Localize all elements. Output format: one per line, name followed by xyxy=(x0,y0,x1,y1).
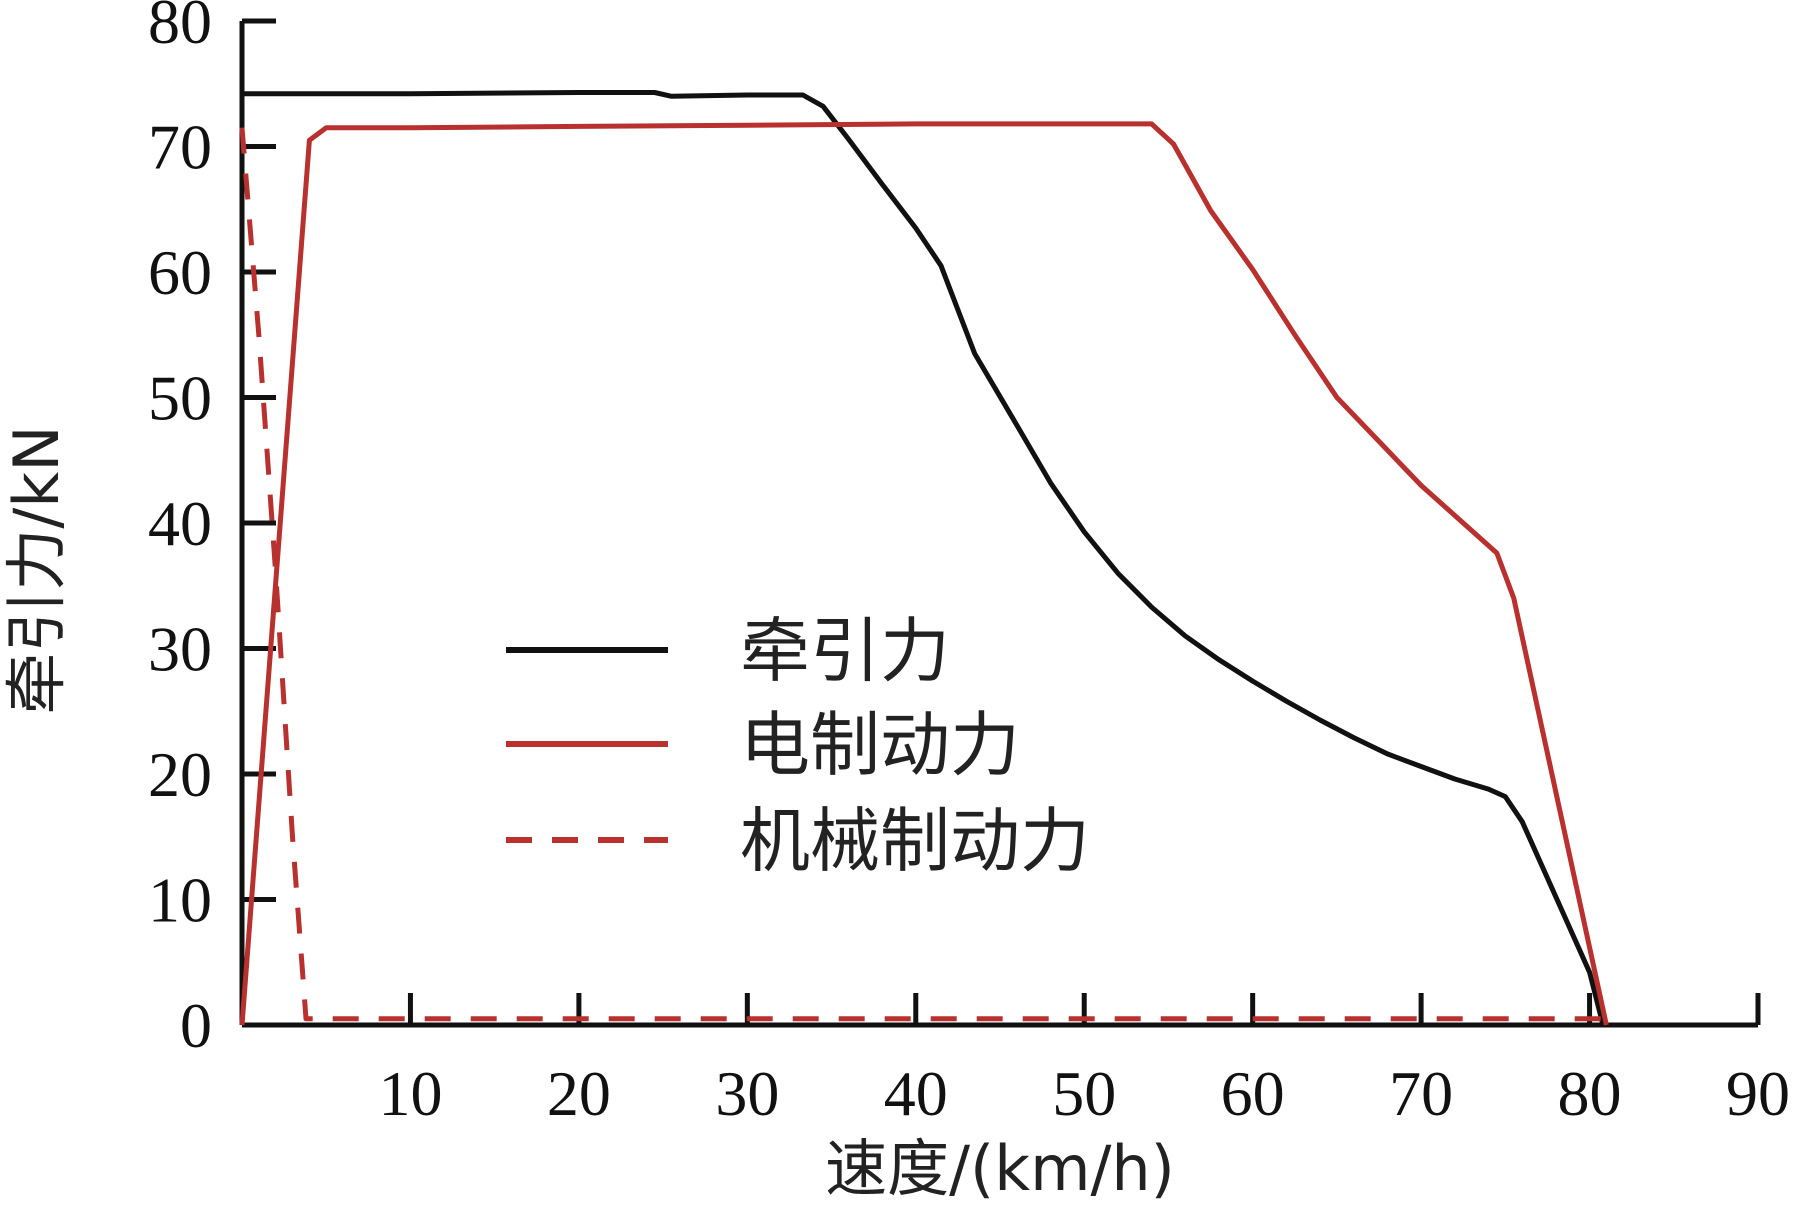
x-tick-label-4: 50 xyxy=(1052,1058,1116,1129)
x-tick-label-6: 70 xyxy=(1389,1058,1453,1129)
x-axis-title: 速度/(km/h) xyxy=(825,1132,1175,1205)
x-tick-label-7: 80 xyxy=(1558,1058,1622,1129)
x-tick-label-3: 40 xyxy=(884,1058,948,1129)
series-line-0 xyxy=(242,90,1606,1026)
series-layer xyxy=(239,90,1609,1026)
y-tick-label-8: 80 xyxy=(148,0,212,57)
y-tick-label-6: 60 xyxy=(148,237,212,308)
legend-label-1: 电制动力 xyxy=(740,704,1020,786)
legend-label-2: 机械制动力 xyxy=(740,800,1090,882)
y-tick-label-2: 20 xyxy=(148,739,212,810)
x-tick-label-5: 60 xyxy=(1221,1058,1285,1129)
series-line-2 xyxy=(239,127,1607,1022)
y-tick-label-4: 40 xyxy=(148,488,212,559)
plot-area: 0 10 20 30 40 50 60 70 80 10 20 30 40 50 60 70 80 90 xyxy=(148,0,1790,1129)
y-tick-label-5: 50 xyxy=(148,363,212,434)
y-tick-label-1: 10 xyxy=(148,865,212,936)
x-tick-label-2: 30 xyxy=(715,1058,779,1129)
y-tick-label-3: 30 xyxy=(148,614,212,685)
x-ticks: 10 20 30 40 50 60 70 80 90 xyxy=(378,993,1790,1129)
x-tick-label-1: 20 xyxy=(547,1058,611,1129)
legend-label-0: 牵引力 xyxy=(740,610,950,692)
y-tick-label-7: 70 xyxy=(148,112,212,183)
y-tick-label-0: 0 xyxy=(180,990,212,1061)
y-ticks: 0 10 20 30 40 50 60 70 80 xyxy=(148,0,276,1061)
x-tick-label-8: 90 xyxy=(1726,1058,1790,1129)
y-axis-title: 牵引力/kN xyxy=(0,425,73,714)
x-tick-label-0: 10 xyxy=(378,1058,442,1129)
series-line-1 xyxy=(239,121,1609,1026)
